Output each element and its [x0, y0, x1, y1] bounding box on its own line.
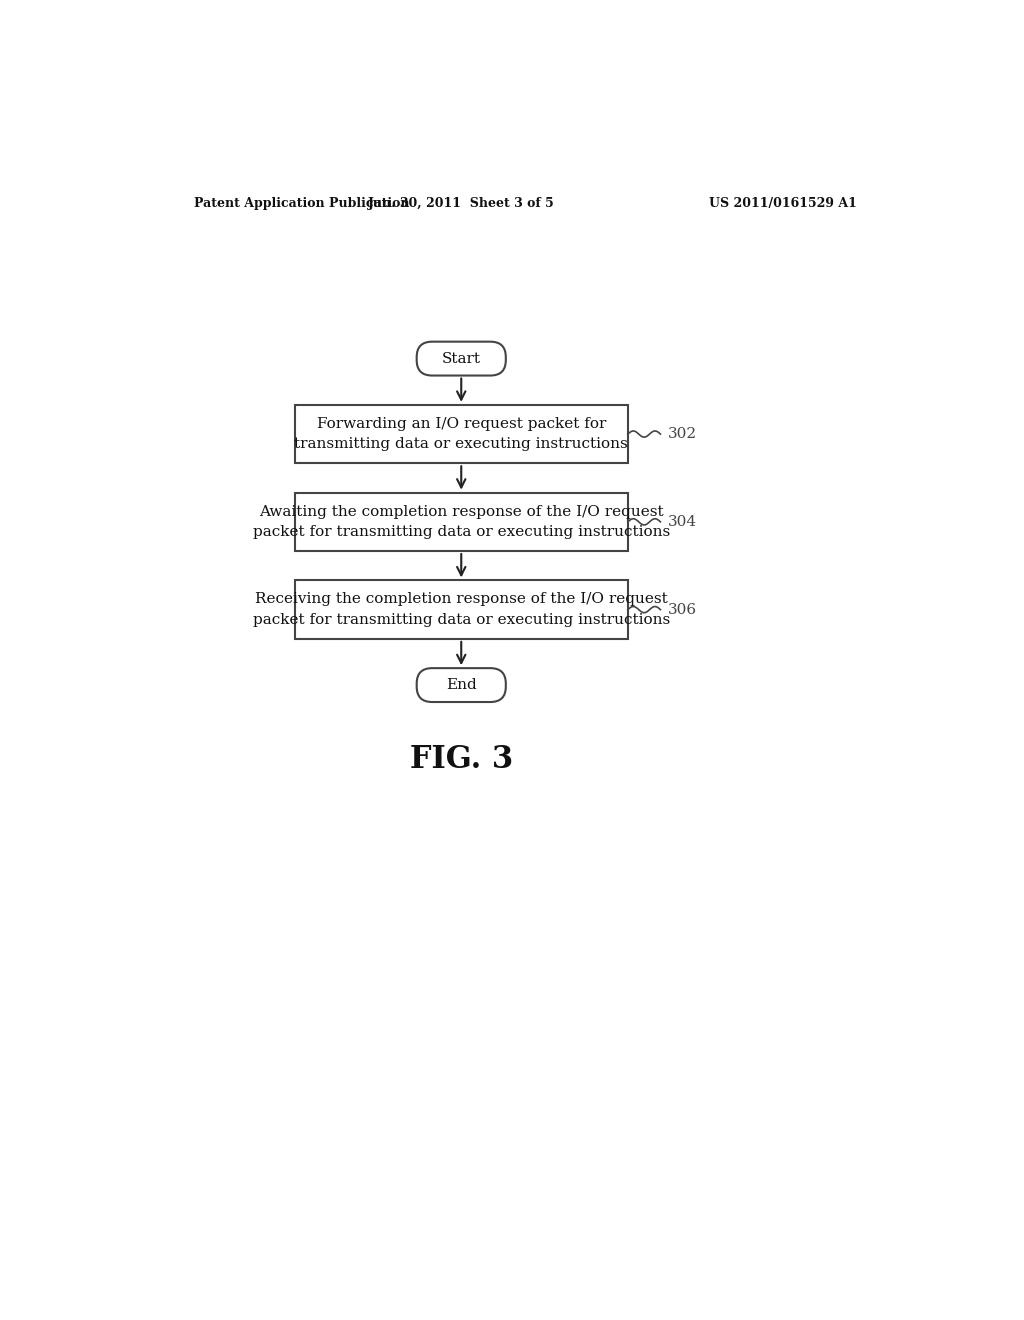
- Text: FIG. 3: FIG. 3: [410, 744, 513, 775]
- Text: Forwarding an I/O request packet for
transmitting data or executing instructions: Forwarding an I/O request packet for tra…: [294, 417, 628, 451]
- Text: 306: 306: [669, 603, 697, 616]
- Text: 302: 302: [669, 428, 697, 441]
- Text: Start: Start: [441, 351, 480, 366]
- Text: Patent Application Publication: Patent Application Publication: [194, 197, 410, 210]
- Text: US 2011/0161529 A1: US 2011/0161529 A1: [709, 197, 856, 210]
- Text: End: End: [445, 678, 476, 692]
- Text: Jun. 30, 2011  Sheet 3 of 5: Jun. 30, 2011 Sheet 3 of 5: [368, 197, 555, 210]
- Text: Receiving the completion response of the I/O request
packet for transmitting dat: Receiving the completion response of the…: [253, 593, 670, 627]
- FancyBboxPatch shape: [295, 405, 628, 463]
- FancyBboxPatch shape: [417, 668, 506, 702]
- FancyBboxPatch shape: [295, 581, 628, 639]
- Text: Awaiting the completion response of the I/O request
packet for transmitting data: Awaiting the completion response of the …: [253, 504, 670, 539]
- Text: 304: 304: [669, 515, 697, 529]
- FancyBboxPatch shape: [295, 492, 628, 552]
- FancyBboxPatch shape: [417, 342, 506, 376]
